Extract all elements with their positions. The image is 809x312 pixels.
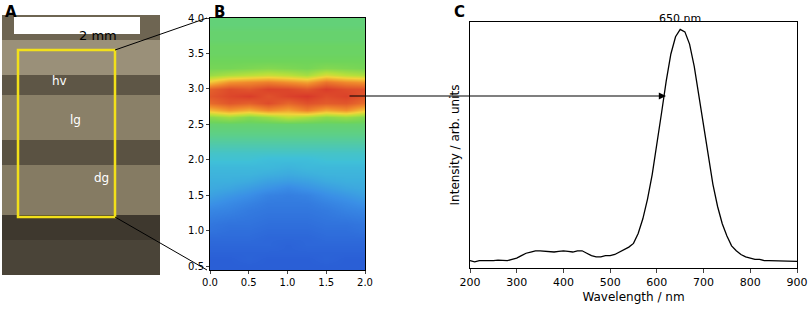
svg-text:700: 700 xyxy=(693,276,714,289)
svg-text:2.0: 2.0 xyxy=(188,154,204,165)
svg-text:3.5: 3.5 xyxy=(188,48,204,59)
svg-text:1.5: 1.5 xyxy=(318,277,334,288)
svg-text:600: 600 xyxy=(646,276,667,289)
svg-text:400: 400 xyxy=(553,276,574,289)
svg-text:A: A xyxy=(5,3,17,21)
svg-text:Intensity / arb. units: Intensity / arb. units xyxy=(448,85,462,206)
svg-text:B: B xyxy=(214,3,225,21)
svg-text:dg: dg xyxy=(94,171,109,185)
svg-text:2.5: 2.5 xyxy=(188,119,204,130)
svg-text:Wavelength / nm: Wavelength / nm xyxy=(582,290,684,304)
svg-text:2.0: 2.0 xyxy=(357,277,373,288)
svg-text:200: 200 xyxy=(460,276,481,289)
svg-text:4.0: 4.0 xyxy=(188,13,204,24)
svg-text:900: 900 xyxy=(787,276,808,289)
svg-text:0.0: 0.0 xyxy=(202,277,218,288)
svg-text:1.5: 1.5 xyxy=(188,190,204,201)
svg-text:300: 300 xyxy=(506,276,527,289)
svg-text:0.5: 0.5 xyxy=(188,261,204,272)
svg-text:lg: lg xyxy=(70,113,81,127)
svg-text:0.5: 0.5 xyxy=(241,277,257,288)
svg-text:500: 500 xyxy=(600,276,621,289)
svg-text:C: C xyxy=(454,3,465,21)
svg-text:3.0: 3.0 xyxy=(188,83,204,94)
svg-text:650 nm: 650 nm xyxy=(659,12,701,25)
svg-text:800: 800 xyxy=(740,276,761,289)
svg-text:1.0: 1.0 xyxy=(280,277,296,288)
svg-text:1.0: 1.0 xyxy=(188,225,204,236)
svg-text:2 mm: 2 mm xyxy=(79,28,117,43)
svg-text:hv: hv xyxy=(52,74,67,88)
